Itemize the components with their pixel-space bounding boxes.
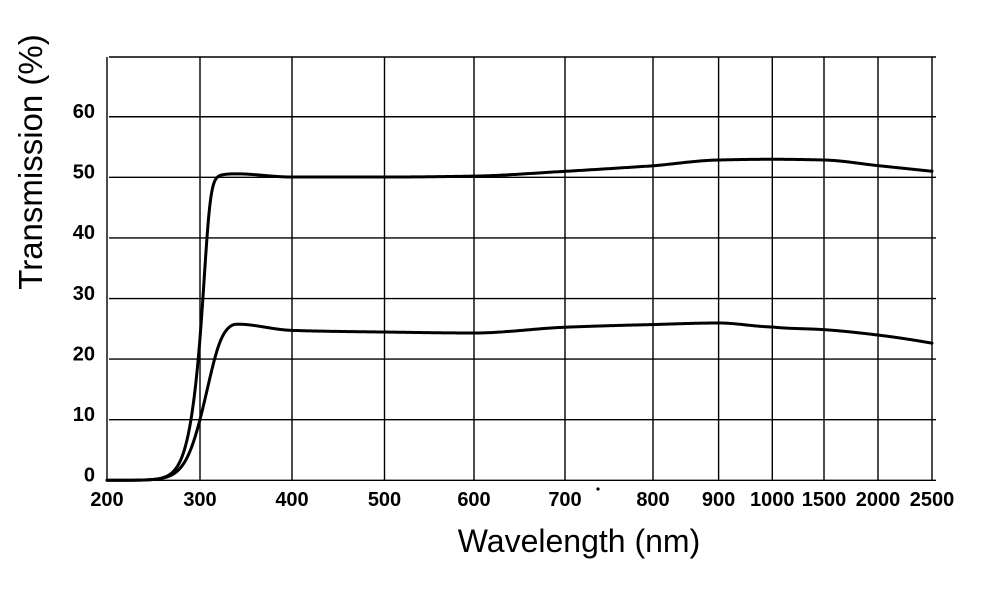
svg-text:800: 800 (636, 489, 669, 511)
svg-text:50: 50 (73, 162, 95, 184)
svg-text:600: 600 (457, 489, 490, 511)
svg-text:10: 10 (73, 404, 95, 426)
svg-text:900: 900 (702, 489, 735, 511)
svg-text:40: 40 (73, 222, 95, 244)
svg-text:300: 300 (183, 489, 216, 511)
svg-text:60: 60 (73, 101, 95, 123)
svg-text:2500: 2500 (910, 489, 955, 511)
svg-text:0: 0 (84, 465, 95, 487)
svg-text:500: 500 (368, 489, 401, 511)
svg-text:1500: 1500 (802, 489, 847, 511)
svg-text:400: 400 (275, 489, 308, 511)
svg-text:2000: 2000 (856, 489, 901, 511)
svg-text:Transmission (%): Transmission (%) (12, 34, 49, 289)
svg-text:Wavelength (nm): Wavelength (nm) (458, 523, 700, 559)
svg-text:700: 700 (548, 489, 581, 511)
svg-text:1000: 1000 (750, 489, 795, 511)
svg-text:200: 200 (90, 489, 123, 511)
svg-text:20: 20 (73, 343, 95, 365)
svg-text:30: 30 (73, 283, 95, 305)
